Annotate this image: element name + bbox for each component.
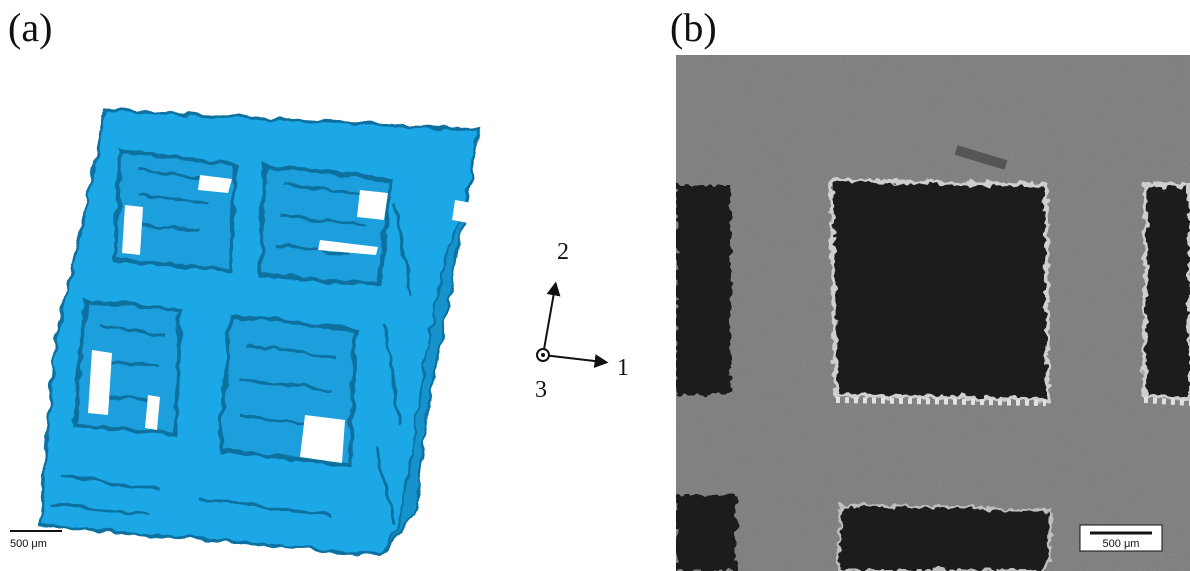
sem-micrograph: 500 μm [676, 55, 1190, 571]
panel-label-a: (a) [8, 5, 53, 50]
scale-bar-a: 500 μm [10, 530, 62, 550]
panel-label-b: (b) [670, 5, 717, 50]
scale-bar-b: 500 μm [1079, 524, 1163, 552]
ct-lattice-render: 500 μm [10, 108, 482, 557]
axis-triad: 2 1 3 [535, 239, 629, 403]
axis-2-arrow [542, 281, 561, 356]
axis-label-2: 2 [557, 239, 569, 265]
scale-bar-a-label: 500 μm [10, 538, 47, 550]
axis-1-arrow [542, 354, 609, 368]
axis-label-1: 1 [617, 355, 629, 381]
scale-bar-b-label: 500 μm [1103, 538, 1140, 550]
axis-label-3: 3 [535, 377, 547, 403]
